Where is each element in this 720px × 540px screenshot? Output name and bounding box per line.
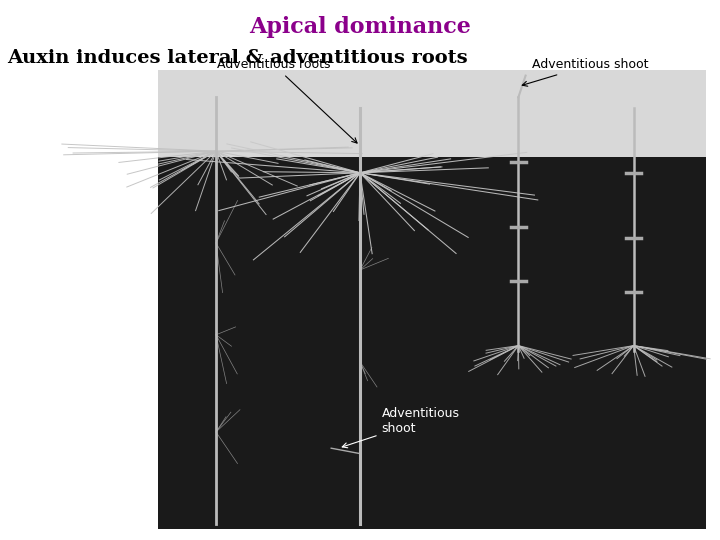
- Text: Apical dominance: Apical dominance: [249, 16, 471, 38]
- Bar: [158, 70, 706, 529]
- Text: Adventitious
shoot: Adventitious shoot: [342, 407, 459, 448]
- Bar: [158, 70, 706, 157]
- Text: Auxin induces lateral & adventitious roots: Auxin induces lateral & adventitious roo…: [7, 49, 468, 66]
- Text: Adventitious shoot: Adventitious shoot: [522, 58, 649, 86]
- Text: Adventitious roots: Adventitious roots: [217, 58, 357, 143]
